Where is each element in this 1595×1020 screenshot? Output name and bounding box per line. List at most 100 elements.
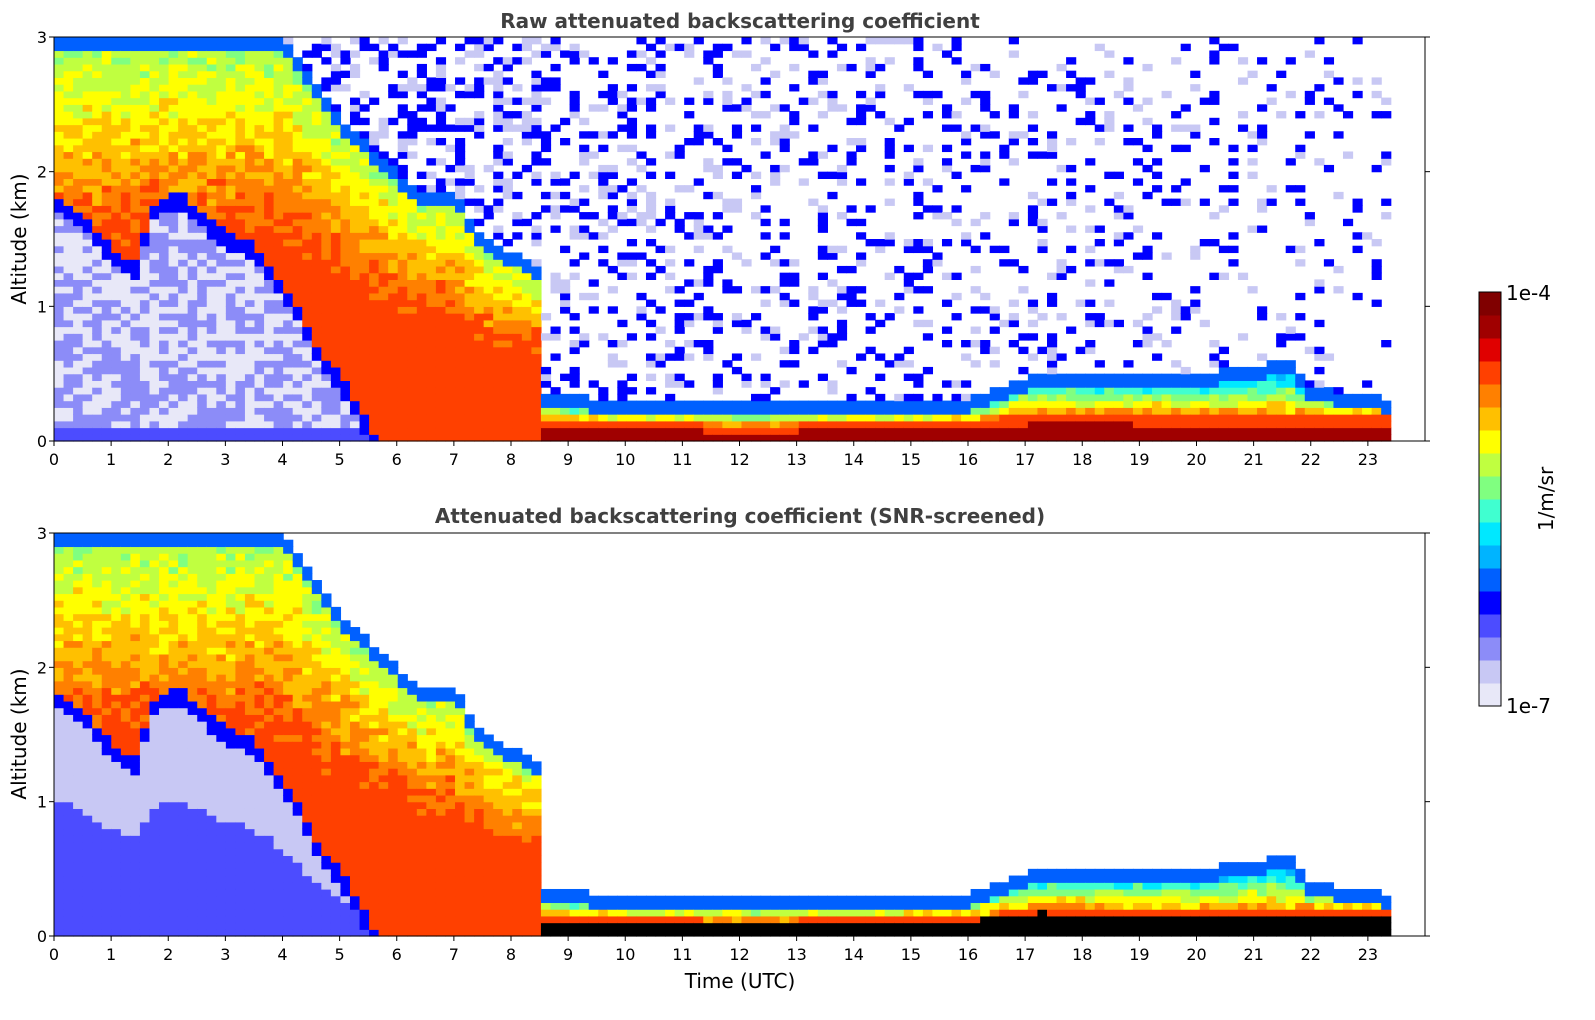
heatmap-cell: [254, 333, 265, 341]
heatmap-cell: [550, 387, 561, 395]
heatmap-cell: [493, 104, 504, 112]
heatmap-cell: [712, 414, 723, 422]
heatmap-cell: [187, 50, 198, 58]
heatmap-cell: [92, 306, 103, 314]
heatmap-cell: [273, 198, 284, 206]
heatmap-cell: [168, 313, 179, 321]
heatmap-cell: [244, 164, 256, 173]
heatmap-cell: [846, 265, 857, 274]
heatmap-cell: [1314, 239, 1325, 247]
heatmap-cell: [73, 734, 84, 742]
heatmap-cell: [244, 434, 256, 442]
heatmap-cell: [82, 97, 93, 105]
heatmap-cell: [502, 185, 513, 193]
heatmap-cell: [884, 144, 895, 153]
heatmap-cell: [168, 272, 179, 280]
heatmap-cell: [206, 414, 217, 422]
heatmap-cell: [808, 434, 819, 442]
heatmap-cell: [1295, 151, 1306, 159]
heatmap-cell: [73, 164, 84, 173]
heatmap-cell: [92, 279, 103, 287]
heatmap-cell: [1314, 286, 1325, 294]
heatmap-cell: [493, 380, 504, 388]
heatmap-cell: [159, 387, 170, 395]
heatmap-cell: [416, 218, 427, 227]
heatmap-cell: [1333, 265, 1344, 274]
heatmap-cell: [961, 414, 972, 422]
heatmap-cell: [187, 205, 198, 213]
heatmap-cell: [54, 606, 65, 615]
heatmap-cell: [798, 420, 809, 429]
heatmap-cell: [1113, 239, 1124, 247]
heatmap-cell: [426, 198, 437, 206]
heatmap-cell: [455, 178, 466, 186]
heatmap-cell: [1018, 333, 1029, 341]
heatmap-cell: [187, 286, 198, 294]
heatmap-cell: [120, 387, 131, 395]
heatmap-cell: [416, 373, 427, 381]
heatmap-cell: [340, 340, 351, 348]
heatmap-cell: [120, 97, 131, 105]
heatmap-cell: [550, 353, 561, 361]
heatmap-cell: [493, 427, 504, 435]
heatmap-cell: [1352, 232, 1363, 240]
heatmap-cell: [1323, 420, 1335, 429]
heatmap-cell: [244, 407, 256, 415]
heatmap-cell: [369, 239, 380, 247]
heatmap-cell: [645, 360, 657, 368]
heatmap-cell: [101, 380, 112, 388]
heatmap-cell: [73, 407, 84, 415]
heatmap-cell: [187, 245, 198, 254]
heatmap-cell: [311, 427, 322, 435]
heatmap-cell: [540, 393, 552, 402]
heatmap-cell: [101, 117, 112, 126]
heatmap-cell: [1037, 420, 1048, 429]
heatmap-cell: [1152, 400, 1163, 408]
heatmap-cell: [111, 77, 122, 85]
heatmap-cell: [865, 97, 876, 105]
heatmap-cell: [82, 37, 93, 45]
heatmap-cell: [82, 43, 93, 52]
heatmap-cell: [292, 63, 303, 72]
heatmap-cell: [321, 218, 332, 227]
heatmap-cell: [1018, 90, 1029, 99]
heatmap-cell: [1304, 97, 1315, 105]
heatmap-cell: [1123, 414, 1134, 422]
heatmap-cell: [340, 366, 351, 375]
heatmap-cell: [378, 272, 389, 280]
heatmap-cell: [264, 191, 275, 200]
heatmap-cell: [302, 326, 313, 334]
heatmap-cell: [531, 326, 542, 334]
heatmap-cell: [235, 414, 246, 422]
heatmap-cell: [111, 346, 122, 355]
heatmap-cell: [302, 117, 313, 126]
heatmap-cell: [712, 407, 723, 415]
heatmap-cell: [63, 553, 74, 561]
heatmap-cell: [139, 50, 151, 58]
heatmap-cell: [970, 245, 981, 254]
heatmap-cell: [674, 427, 685, 435]
heatmap-cell: [92, 245, 103, 254]
heatmap-cell: [865, 205, 876, 213]
heatmap-cell: [292, 400, 303, 408]
heatmap-cell: [903, 427, 914, 435]
heatmap-cell: [483, 360, 494, 368]
heatmap-cell: [426, 292, 437, 301]
heatmap-cell: [369, 346, 380, 355]
heatmap-cell: [225, 63, 237, 72]
heatmap-cell: [349, 111, 361, 119]
heatmap-cell: [283, 427, 294, 435]
heatmap-cell: [980, 90, 991, 99]
heatmap-cell: [340, 265, 351, 274]
heatmap-cell: [445, 178, 456, 186]
heatmap-cell: [1142, 407, 1153, 415]
heatmap-cell: [1085, 373, 1096, 381]
heatmap-cell: [235, 84, 246, 92]
heatmap-cell: [1228, 414, 1239, 422]
heatmap-cell: [512, 292, 523, 301]
heatmap-cell: [206, 198, 217, 206]
heatmap-cell: [168, 306, 179, 314]
heatmap-cell: [111, 915, 122, 924]
heatmap-cell: [378, 340, 389, 348]
heatmap-cell: [1228, 158, 1239, 166]
